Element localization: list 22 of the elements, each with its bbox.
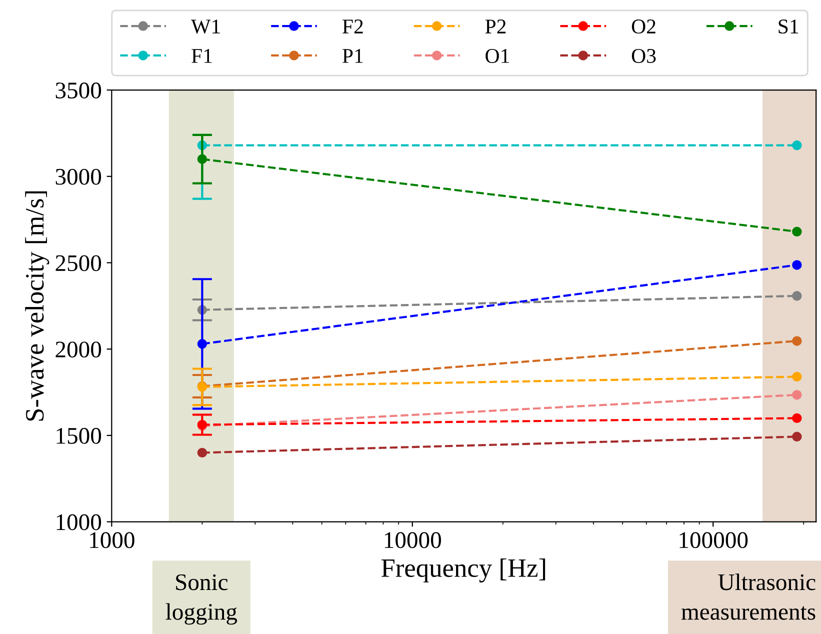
legend-label: S1 xyxy=(778,20,798,34)
y-tick-label: 3000 xyxy=(56,168,102,185)
legend-label: P2 xyxy=(485,20,506,34)
y-tick-label: 2000 xyxy=(56,342,102,358)
legend-label: F1 xyxy=(192,49,212,63)
y-axis-title: S-wave velocity [m/s] xyxy=(25,191,50,421)
legend-label: F2 xyxy=(342,20,363,34)
x-tick-label: 10000 xyxy=(384,532,441,548)
legend-label: O1 xyxy=(486,48,509,63)
legend-label: W1 xyxy=(191,20,220,34)
legend-label: P1 xyxy=(342,49,363,63)
y-tick-label: 1000 xyxy=(56,514,102,530)
x-tick-label: 100000 xyxy=(680,532,748,548)
y-tick-label: 3500 xyxy=(56,82,102,98)
band-label: Ultrasonic measurements xyxy=(682,574,816,620)
y-tick-label: 2500 xyxy=(56,255,102,272)
x-axis-title: Frequency [Hz] xyxy=(381,558,546,582)
legend-label: O3 xyxy=(632,48,656,63)
legend-label: O2 xyxy=(632,20,656,34)
x-tick-label: 1000 xyxy=(90,532,134,548)
y-tick-label: 1500 xyxy=(56,428,102,444)
band-label: Sonic logging xyxy=(166,574,238,625)
